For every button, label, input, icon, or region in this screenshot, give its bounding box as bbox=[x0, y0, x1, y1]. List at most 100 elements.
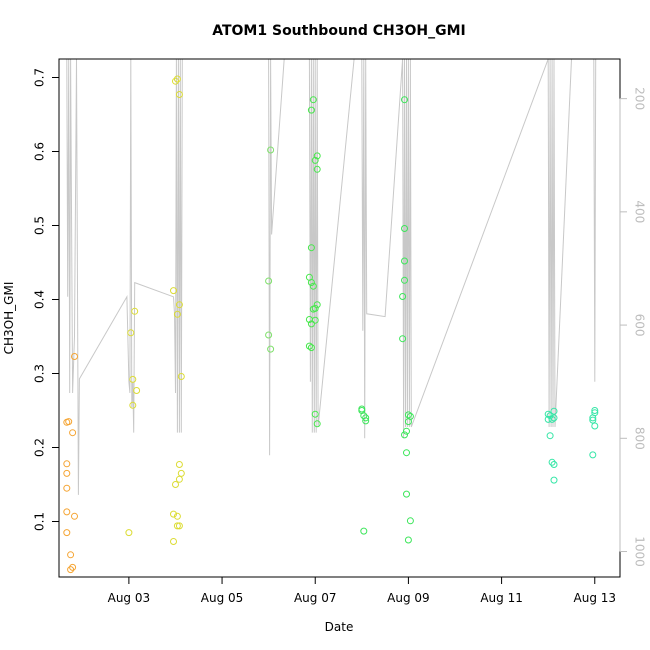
data-point bbox=[550, 407, 558, 415]
data-point bbox=[309, 96, 317, 104]
y-tick-label: 0.2 bbox=[33, 438, 47, 457]
data-point bbox=[591, 409, 599, 417]
data-point bbox=[399, 335, 407, 343]
data-point bbox=[544, 410, 552, 418]
data-point bbox=[401, 257, 408, 265]
data-point bbox=[401, 96, 408, 104]
data-point bbox=[307, 344, 315, 352]
data-point bbox=[305, 342, 313, 350]
data-point bbox=[129, 401, 137, 409]
data-point bbox=[265, 331, 273, 339]
data-point bbox=[67, 551, 75, 559]
data-point bbox=[170, 538, 177, 545]
data-point bbox=[403, 449, 410, 457]
data-point bbox=[175, 461, 183, 468]
data-point bbox=[265, 277, 273, 285]
data-point bbox=[591, 422, 599, 430]
data-point bbox=[403, 427, 410, 435]
data-point bbox=[311, 316, 319, 324]
data-point bbox=[399, 293, 407, 300]
data-point bbox=[63, 469, 71, 477]
x-tick-label: Aug 03 bbox=[108, 591, 151, 605]
data-point bbox=[65, 418, 73, 426]
data-point bbox=[548, 415, 556, 423]
x-tick-label: Aug 13 bbox=[574, 591, 617, 605]
data-point bbox=[360, 527, 368, 535]
data-point bbox=[307, 244, 315, 252]
data-point bbox=[172, 77, 179, 85]
data-point bbox=[362, 417, 370, 425]
data-point bbox=[401, 225, 408, 232]
data-point bbox=[175, 91, 183, 98]
x-axis: Aug 03 Aug 05 Aug 07 Aug 09 Aug 11 Aug 13 bbox=[108, 576, 617, 605]
data-point bbox=[311, 304, 319, 312]
data-point bbox=[550, 476, 558, 484]
data-point bbox=[313, 420, 321, 428]
data-point bbox=[591, 407, 599, 414]
data-point bbox=[406, 412, 414, 420]
data-point bbox=[125, 529, 133, 537]
y-tick-label: 0.5 bbox=[33, 216, 47, 235]
x-tick-label: Aug 07 bbox=[294, 591, 337, 605]
y-tick-label: 0.7 bbox=[33, 68, 47, 87]
data-point bbox=[589, 416, 597, 424]
right-tick-label: 200 bbox=[633, 87, 647, 110]
x-tick-label: Aug 05 bbox=[201, 591, 244, 605]
right-tick-label: 1000 bbox=[633, 536, 647, 567]
data-point bbox=[63, 460, 71, 468]
data-point bbox=[404, 536, 412, 544]
pressure-series-line bbox=[66, 59, 597, 495]
y-tick-label: 0.1 bbox=[33, 512, 47, 531]
data-point bbox=[63, 529, 71, 537]
data-point bbox=[550, 414, 558, 422]
data-point bbox=[307, 106, 315, 114]
data-point bbox=[63, 508, 71, 516]
x-tick-label: Aug 09 bbox=[387, 591, 430, 605]
data-point bbox=[170, 510, 177, 518]
data-point bbox=[172, 481, 179, 488]
data-point bbox=[362, 414, 370, 422]
x-axis-label: Date bbox=[325, 620, 354, 634]
data-point bbox=[71, 353, 78, 360]
y-tick-label: 0.4 bbox=[33, 290, 47, 309]
data-point bbox=[175, 522, 183, 530]
chart-title: ATOM1 Southbound CH3OH_GMI bbox=[212, 23, 466, 39]
data-point bbox=[267, 345, 275, 353]
data-point bbox=[550, 461, 558, 468]
data-point bbox=[313, 165, 321, 173]
data-point bbox=[358, 405, 366, 413]
y-axis: 0.1 0.2 0.3 0.4 0.5 0.6 0.7 bbox=[33, 68, 60, 531]
data-point bbox=[67, 566, 75, 574]
data-point bbox=[177, 469, 185, 477]
data-point bbox=[401, 276, 408, 284]
x-tick-label: Aug 11 bbox=[480, 591, 523, 605]
data-point bbox=[406, 517, 414, 525]
right-tick-label: 600 bbox=[633, 314, 647, 337]
data-point bbox=[311, 410, 319, 418]
data-point bbox=[131, 307, 139, 315]
data-point bbox=[401, 431, 408, 439]
data-point bbox=[177, 373, 185, 380]
points-layer bbox=[63, 75, 599, 574]
data-point bbox=[170, 287, 177, 295]
data-point bbox=[309, 282, 317, 290]
right-axis: 200 400 600 800 1000 bbox=[619, 87, 647, 567]
data-point bbox=[71, 512, 78, 520]
data-point bbox=[173, 75, 181, 83]
data-point bbox=[546, 432, 554, 440]
data-point bbox=[69, 429, 77, 437]
y-axis-label: CH3OH_GMI bbox=[2, 282, 16, 355]
data-point bbox=[173, 310, 181, 318]
data-point bbox=[175, 301, 183, 309]
data-point bbox=[313, 301, 321, 309]
data-point bbox=[313, 152, 321, 160]
data-point bbox=[267, 146, 275, 154]
data-point bbox=[69, 563, 77, 571]
y-tick-label: 0.6 bbox=[33, 142, 47, 161]
data-point bbox=[307, 320, 315, 328]
data-point bbox=[173, 522, 181, 530]
data-point bbox=[133, 387, 141, 394]
data-point bbox=[404, 411, 412, 419]
